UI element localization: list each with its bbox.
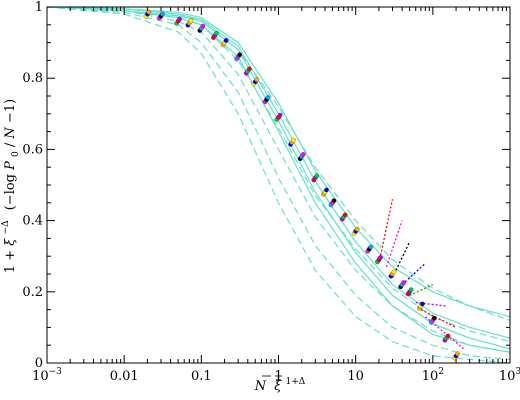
x-tick-exponent: 2 — [438, 367, 444, 377]
model-curve-solid-3 — [46, 6, 511, 353]
axis-ticks — [46, 6, 511, 364]
y-tick-label: 0.6 — [22, 142, 43, 157]
y-tick-label: 0.4 — [22, 214, 43, 229]
y-axis-title-n: N — [3, 127, 18, 140]
data-point — [291, 137, 296, 143]
data-tail-3 — [401, 262, 426, 286]
data-point — [314, 173, 320, 179]
data-point — [324, 187, 329, 193]
data-point — [378, 255, 383, 260]
model-curve-solid-1 — [46, 6, 511, 339]
data-point — [246, 66, 252, 72]
x-tick-exponent: 3 — [515, 367, 520, 377]
data-point — [420, 301, 425, 307]
x-tick-label: 103 — [499, 367, 520, 384]
y-axis-title-open: (−log — [3, 170, 18, 210]
y-tick-label: 0 — [35, 356, 43, 371]
data-point — [391, 269, 397, 275]
y-axis-title-slash: / — [3, 142, 18, 147]
data-point — [200, 23, 206, 29]
x-tick-exponent: −3 — [49, 367, 63, 377]
y-axis-title: 1 + ξ −Δ (−log P 0 / N −1) — [0, 99, 22, 273]
svg-text:1 + ξ −Δ (−: 1 + ξ −Δ (−log P 0 / N −1) — [0, 99, 22, 273]
x-axis-title-n: N — [254, 379, 267, 394]
y-axis-title-p-sub: 0 — [11, 151, 21, 157]
model-curve-dashed-0 — [46, 6, 511, 321]
data-point — [342, 212, 348, 218]
x-tick-label: 10 — [347, 369, 364, 384]
data-point — [177, 16, 182, 22]
model-curve-dashed-4 — [46, 6, 511, 364]
data-point — [188, 18, 194, 24]
data-point — [354, 226, 360, 232]
x-tick-label: 1 — [274, 369, 282, 384]
x-axis-title-power: 1+Δ — [286, 377, 306, 387]
data-point — [445, 333, 451, 339]
y-tick-label: 1 — [35, 0, 43, 15]
x-axis-title-xi: ξ — [274, 379, 282, 394]
y-axis-title-xi: ξ — [3, 238, 18, 246]
x-axis-title: N ξ 1+Δ — [254, 377, 306, 394]
data-point — [237, 52, 243, 58]
data-point — [300, 152, 306, 157]
data-tail-4 — [409, 284, 434, 296]
data-point — [277, 112, 283, 118]
data-tail-1 — [385, 220, 403, 268]
data-tail-6 — [420, 309, 457, 328]
y-tick-label: 0.8 — [22, 71, 43, 86]
data-point — [214, 30, 219, 36]
data-point — [401, 280, 406, 285]
x-tick-label: 0.1 — [191, 369, 212, 384]
model-curve-dashed-3 — [46, 6, 511, 360]
model-curve-dashed-2 — [46, 6, 511, 353]
data-point — [254, 77, 260, 82]
y-tick-label: 0.2 — [22, 285, 43, 300]
model-curve-solid-0 — [46, 6, 511, 318]
data-tail-0 — [378, 199, 394, 264]
data-point — [331, 198, 337, 204]
y-axis-title-p: P — [3, 161, 18, 171]
data-point — [223, 38, 229, 43]
data-tail-2 — [391, 241, 411, 278]
data-point — [368, 244, 374, 250]
data-points — [143, 9, 460, 361]
y-axis-title-close: −1) — [3, 99, 18, 123]
x-tick-label: 102 — [422, 367, 444, 384]
model-curve-solid-2 — [46, 6, 511, 350]
x-tick-label: 0.01 — [110, 369, 139, 384]
plot-frame — [46, 6, 511, 364]
y-axis-title-one-plus: 1 + — [3, 246, 18, 273]
y-axis-title-power: −Δ — [1, 220, 11, 235]
data-point — [265, 95, 271, 100]
data-point — [431, 315, 437, 321]
model-curves — [46, 6, 511, 364]
data-point — [160, 11, 165, 17]
data-point — [455, 351, 460, 357]
data-point — [408, 287, 414, 293]
